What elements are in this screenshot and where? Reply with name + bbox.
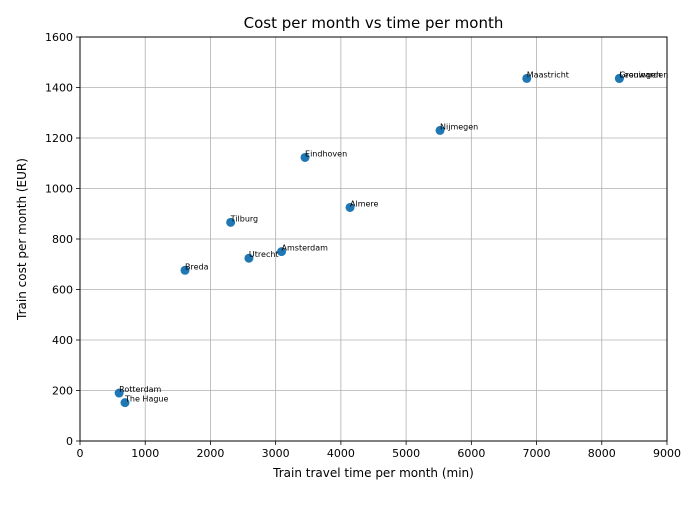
- x-tick-label: 3000: [262, 447, 290, 460]
- point-label: Rotterdam: [119, 385, 161, 394]
- point-label: Groningen: [619, 70, 661, 79]
- data-point: [244, 253, 254, 263]
- point-label: The Hague: [124, 395, 168, 404]
- point-label: Amsterdam: [282, 244, 329, 253]
- chart-title: Cost per month vs time per month: [244, 14, 504, 32]
- y-tick-label: 1200: [45, 132, 73, 145]
- point-label: Nijmegen: [440, 122, 478, 131]
- point-label: Eindhoven: [305, 149, 347, 158]
- x-tick-label: 2000: [196, 447, 224, 460]
- point-label: Leeuwarden: [619, 70, 668, 79]
- x-tick-label: 7000: [523, 447, 551, 460]
- y-tick-label: 1000: [45, 183, 73, 196]
- axis-ticks: 0 1000 2000 3000 4000 5000 6000 7000 8000 9000 0 20…: [45, 31, 681, 460]
- point-label: Tilburg: [230, 214, 258, 223]
- data-point: [522, 73, 532, 83]
- x-tick-label: 0: [77, 447, 84, 460]
- y-axis-label: Train cost per month (EUR): [15, 158, 29, 321]
- y-tick-label: 1600: [45, 31, 73, 44]
- data-point: [345, 202, 355, 212]
- x-axis-label: Train travel time per month (min): [272, 466, 474, 480]
- x-tick-label: 8000: [588, 447, 616, 460]
- data-points: [114, 73, 624, 408]
- data-point: [614, 73, 624, 83]
- data-point: [277, 247, 287, 257]
- data-point: [435, 125, 445, 135]
- y-tick-label: 400: [52, 334, 73, 347]
- data-point: [300, 152, 310, 162]
- y-tick-label: 800: [52, 233, 73, 246]
- x-tick-label: 4000: [327, 447, 355, 460]
- x-tick-label: 5000: [392, 447, 420, 460]
- x-tick-label: 1000: [131, 447, 159, 460]
- point-label: Almere: [350, 199, 379, 208]
- y-tick-label: 1400: [45, 82, 73, 95]
- x-tick-label: 9000: [653, 447, 681, 460]
- point-label: Utrecht: [249, 250, 279, 259]
- y-tick-label: 200: [52, 385, 73, 398]
- data-point: [226, 217, 236, 227]
- x-tick-label: 6000: [457, 447, 485, 460]
- y-tick-label: 0: [66, 435, 73, 448]
- y-tick-label: 600: [52, 284, 73, 297]
- data-point: [114, 388, 124, 398]
- data-point: [120, 398, 130, 408]
- point-label: Maastricht: [527, 70, 569, 79]
- data-point: [180, 265, 190, 275]
- point-label: Breda: [185, 262, 209, 271]
